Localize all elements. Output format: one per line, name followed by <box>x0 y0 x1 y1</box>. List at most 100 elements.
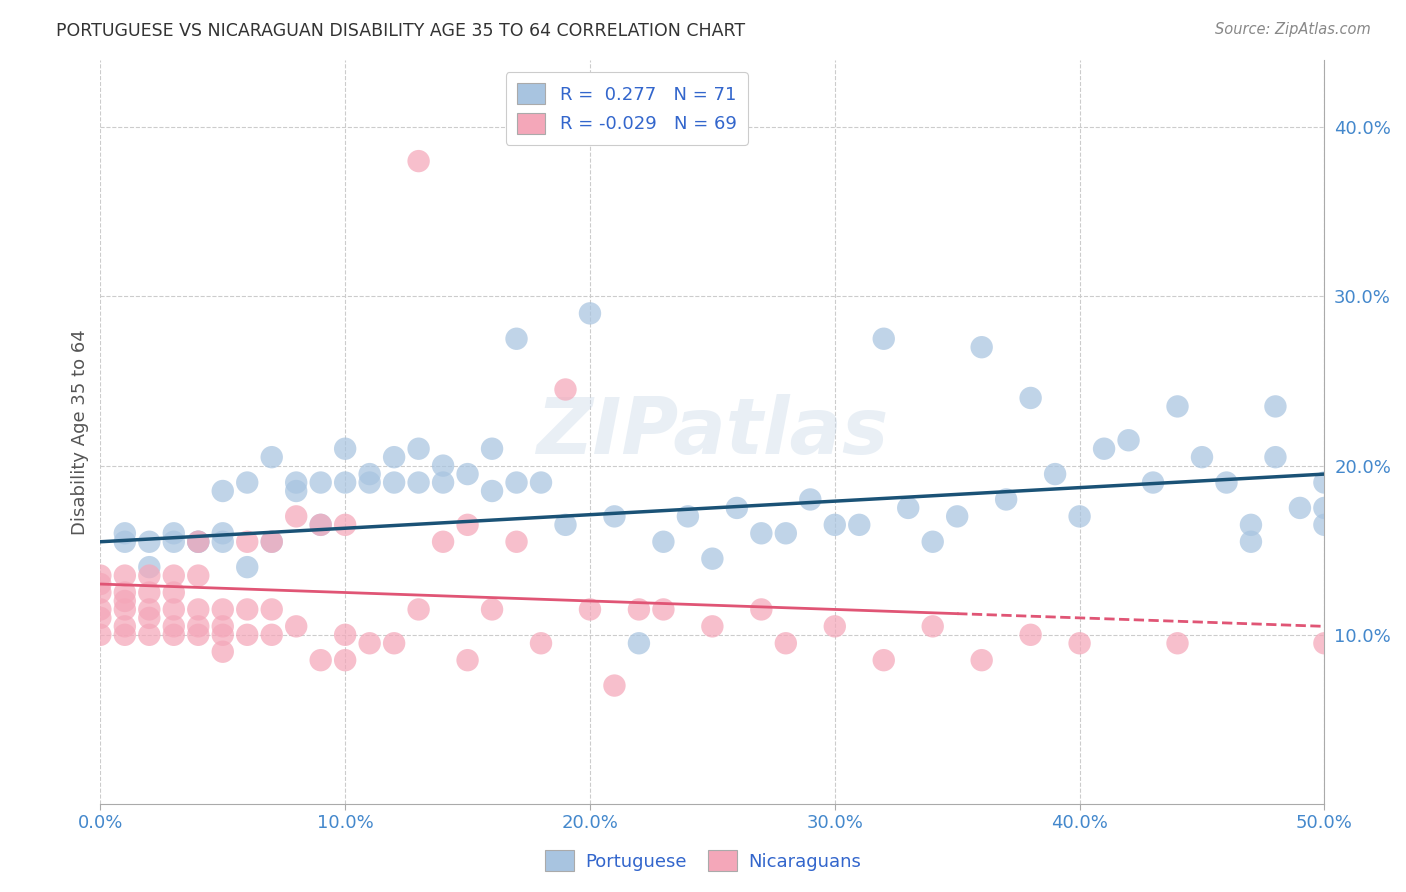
Point <box>579 306 602 320</box>
Point <box>211 534 233 549</box>
Y-axis label: Disability Age 35 to 64: Disability Age 35 to 64 <box>72 329 89 534</box>
Point <box>114 619 136 633</box>
Point <box>505 332 527 346</box>
Point <box>309 475 332 490</box>
Point <box>285 619 308 633</box>
Point <box>236 628 259 642</box>
Legend: Portuguese, Nicaraguans: Portuguese, Nicaraguans <box>538 843 868 879</box>
Point <box>138 585 160 599</box>
Point <box>1092 442 1115 456</box>
Point <box>749 526 772 541</box>
Point <box>1043 467 1066 481</box>
Point <box>1166 400 1188 414</box>
Point <box>1166 636 1188 650</box>
Point <box>775 526 797 541</box>
Point <box>799 492 821 507</box>
Point <box>1019 391 1042 405</box>
Point <box>138 602 160 616</box>
Point <box>382 450 405 465</box>
Point <box>457 517 479 532</box>
Point <box>138 534 160 549</box>
Point <box>970 340 993 354</box>
Point <box>824 517 846 532</box>
Point <box>138 628 160 642</box>
Point <box>749 602 772 616</box>
Point <box>236 560 259 574</box>
Point <box>1069 636 1091 650</box>
Point <box>505 534 527 549</box>
Point <box>89 568 111 582</box>
Point <box>873 332 896 346</box>
Point <box>1289 500 1312 515</box>
Point <box>946 509 969 524</box>
Point <box>408 602 430 616</box>
Point <box>897 500 920 515</box>
Point <box>1069 509 1091 524</box>
Point <box>432 534 454 549</box>
Point <box>1240 534 1263 549</box>
Point <box>432 475 454 490</box>
Point <box>114 526 136 541</box>
Point <box>921 619 943 633</box>
Point <box>1264 450 1286 465</box>
Text: ZIPatlas: ZIPatlas <box>536 393 889 470</box>
Point <box>652 534 675 549</box>
Point <box>408 442 430 456</box>
Point <box>921 534 943 549</box>
Point <box>163 628 186 642</box>
Point <box>530 636 553 650</box>
Point <box>236 475 259 490</box>
Point <box>187 534 209 549</box>
Point <box>211 619 233 633</box>
Point <box>260 602 283 616</box>
Point <box>285 483 308 498</box>
Point <box>89 602 111 616</box>
Point <box>359 467 381 481</box>
Point <box>848 517 870 532</box>
Point <box>89 628 111 642</box>
Point <box>187 628 209 642</box>
Point <box>89 611 111 625</box>
Point <box>505 475 527 490</box>
Point <box>481 442 503 456</box>
Point <box>260 450 283 465</box>
Point <box>163 568 186 582</box>
Point <box>1191 450 1213 465</box>
Point <box>481 483 503 498</box>
Point <box>873 653 896 667</box>
Point <box>554 383 576 397</box>
Point <box>309 517 332 532</box>
Point <box>309 517 332 532</box>
Point <box>1313 475 1336 490</box>
Point <box>163 534 186 549</box>
Point <box>211 526 233 541</box>
Point <box>138 611 160 625</box>
Point <box>970 653 993 667</box>
Point <box>114 594 136 608</box>
Point <box>702 619 724 633</box>
Legend: R =  0.277   N = 71, R = -0.029   N = 69: R = 0.277 N = 71, R = -0.029 N = 69 <box>506 72 748 145</box>
Point <box>457 467 479 481</box>
Point <box>408 475 430 490</box>
Point <box>211 645 233 659</box>
Point <box>1142 475 1164 490</box>
Point <box>676 509 699 524</box>
Point <box>114 602 136 616</box>
Point <box>432 458 454 473</box>
Point <box>309 653 332 667</box>
Point <box>579 602 602 616</box>
Point <box>260 628 283 642</box>
Point <box>187 568 209 582</box>
Point <box>163 585 186 599</box>
Point <box>603 509 626 524</box>
Point <box>333 653 356 667</box>
Point <box>725 500 748 515</box>
Point <box>1215 475 1237 490</box>
Point <box>481 602 503 616</box>
Point <box>211 602 233 616</box>
Point <box>138 560 160 574</box>
Point <box>187 619 209 633</box>
Point <box>824 619 846 633</box>
Point <box>995 492 1018 507</box>
Point <box>1240 517 1263 532</box>
